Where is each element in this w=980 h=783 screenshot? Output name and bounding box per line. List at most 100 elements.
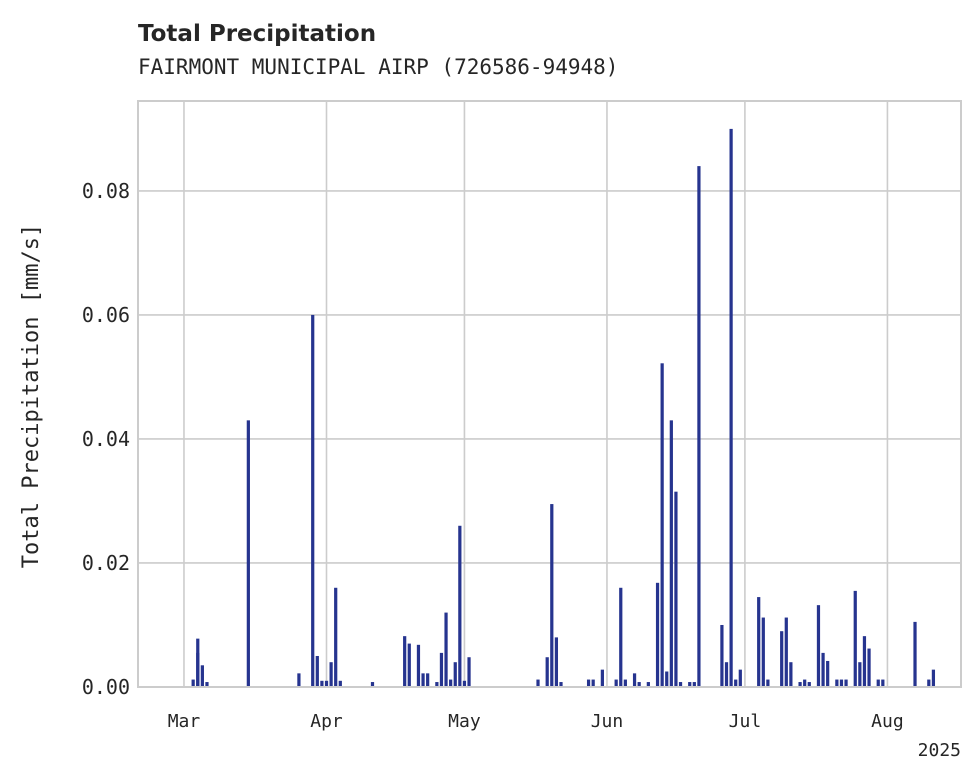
x-axis-ticks: Mar Apr May Jun Jul Aug [168,711,904,732]
precipitation-bar [416,644,421,687]
precipitation-bar [329,662,333,687]
precipitation-bar [697,166,701,688]
precipitation-bar [297,673,301,687]
precipitation-bar [798,682,802,687]
precipitation-bar [550,504,554,687]
precipitation-bar [536,679,540,687]
precipitation-bar [826,660,830,687]
precipitation-bar [757,597,761,687]
precipitation-bar [444,612,448,687]
precipitation-bar [839,679,844,687]
precipitation-bar [738,669,742,687]
precipitation-bar [623,679,627,687]
y-tick-label: 0.02 [82,551,130,575]
precipitation-bar [931,669,936,687]
precipitation-bar [637,682,641,687]
precipitation-bar [619,587,623,687]
precipitation-bar [191,679,195,687]
precipitation-bar [803,679,807,687]
x-tick-label: Aug [871,711,904,732]
precipitation-bar [591,679,595,687]
precipitation-bar [614,679,618,687]
precipitation-bar [559,682,563,687]
grid-lines [138,101,961,688]
precipitation-bar [458,525,462,687]
precipitation-bar [407,643,411,687]
precipitation-bar [246,420,250,687]
y-tick-label: 0.04 [82,427,130,451]
precipitation-bar [646,682,650,687]
precipitation-bar [729,128,733,687]
precipitation-bar [816,605,821,687]
precipitation-bar [678,682,683,687]
precipitation-bar [780,631,784,687]
precipitation-bar [927,679,931,687]
precipitation-bar [853,590,857,687]
precipitation-bar [439,652,444,687]
precipitation-bar [196,652,200,687]
plot-area-frame [137,100,962,688]
precipitation-bar [724,662,729,687]
precipitation-bar [835,679,839,687]
x-tick-label: Apr [310,711,343,732]
precipitation-bar [660,363,664,687]
y-axis-ticks: 0.00 0.02 0.04 0.06 0.08 [82,179,130,699]
precipitation-bar [655,582,660,687]
precipitation-bar [403,636,407,687]
y-axis-label: Total Precipitation [mm/s] [19,224,44,568]
precipitation-bar [200,665,204,687]
chart-subtitle: FAIRMONT MUNICIPAL AIRP (726586-94948) [138,55,618,79]
precipitation-bar [462,680,467,687]
precipitation-bar [665,671,669,687]
precipitation-bar [734,679,738,687]
precipitation-bar [467,657,471,687]
precipitation-bar [766,679,770,687]
precipitation-bar [324,680,329,687]
x-tick-label: Jun [591,711,624,732]
precipitation-bar [435,682,439,687]
precipitation-bar [449,679,453,687]
precipitation-bar [692,682,696,687]
precipitation-bar [761,617,765,687]
precipitation-bar [554,637,559,687]
x-tick-label: Jul [729,711,762,732]
precipitation-bar [858,662,862,687]
precipitation-bar [311,314,315,687]
precipitation-bar [632,673,637,687]
x-axis-year-label: 2025 [918,740,961,761]
precipitation-bar [545,657,549,687]
precipitation-bar [453,662,457,687]
x-tick-label: Mar [168,711,201,732]
precipitation-bar [315,655,319,687]
precipitation-bar [688,682,692,687]
precipitation-bar [205,682,209,687]
precipitation-bar [789,662,793,687]
precipitation-bar [421,673,425,687]
precipitation-bar [876,679,880,687]
precipitation-bar [720,624,724,687]
precipitation-bar [881,679,885,687]
precipitation-bar [334,587,338,687]
chart-title: Total Precipitation [138,21,376,47]
precipitation-bar [426,673,430,687]
x-tick-label: May [448,711,481,732]
precipitation-bar [821,652,825,687]
precipitation-bar [807,682,811,687]
precipitation-bar [862,636,867,687]
precipitation-bar [669,420,673,687]
precipitation-bar [844,679,848,687]
y-tick-label: 0.00 [82,675,130,699]
precipitation-bar [600,669,604,687]
y-tick-label: 0.08 [82,179,130,203]
precipitation-bar [867,648,871,687]
precipitation-bar [913,621,917,687]
precipitation-bar [370,682,375,687]
precipitation-bars [191,128,936,688]
precipitation-bar [338,680,342,687]
precipitation-bar [586,679,591,687]
precipitation-bar [320,680,324,687]
y-tick-label: 0.06 [82,303,130,327]
precipitation-bar [674,491,678,687]
precipitation-bar [784,617,788,687]
